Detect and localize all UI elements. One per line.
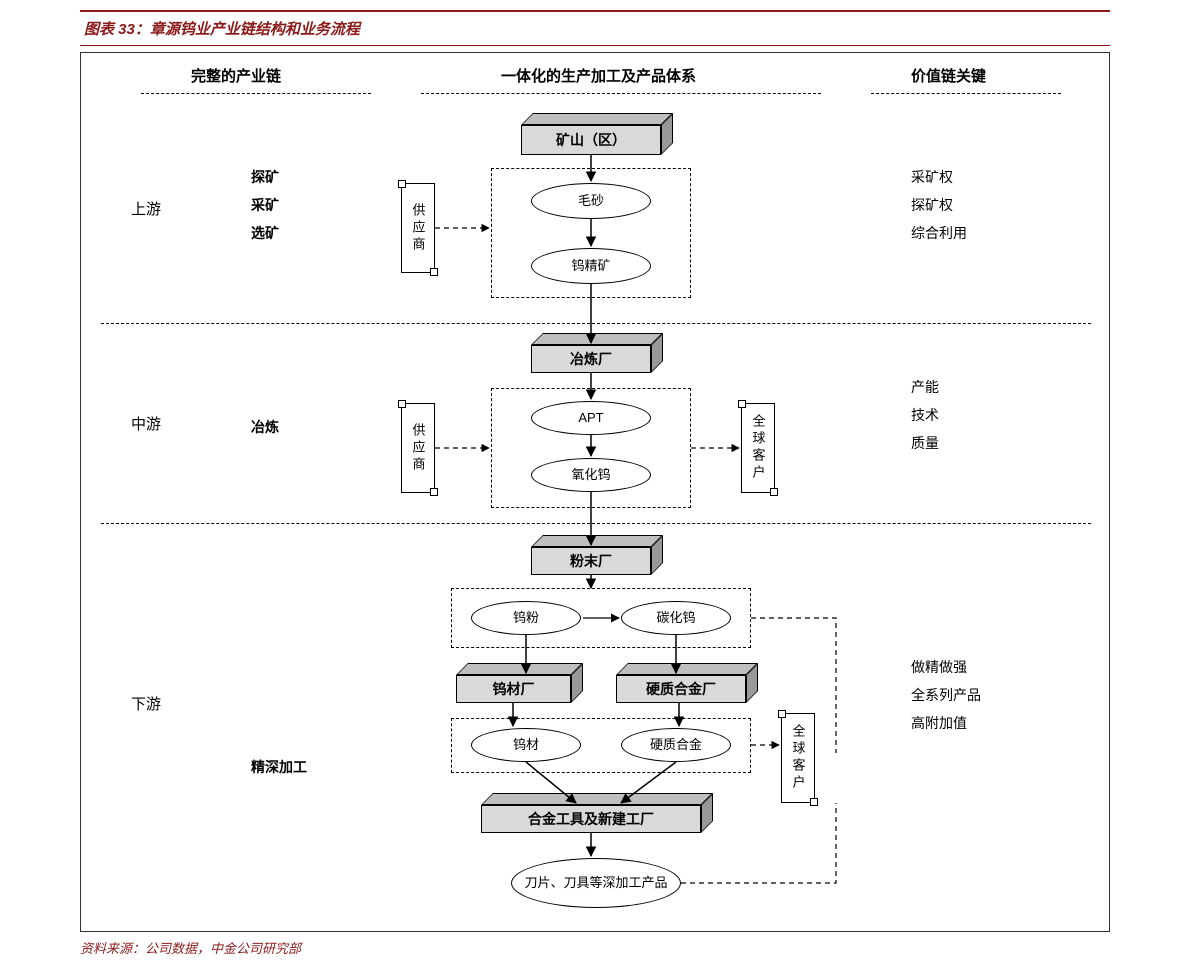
col-header-1: 完整的产业链 — [191, 65, 281, 86]
node-oxide: 氧化钨 — [531, 458, 651, 492]
figure-source: 资料来源：公司数据，中金公司研究部 — [80, 938, 1110, 957]
node-wujingkuang: 钨精矿 — [531, 248, 651, 284]
left-list-up: 探矿 采矿 选矿 — [251, 163, 279, 247]
node-wucai: 钨材 — [471, 728, 581, 762]
diagram-container: 完整的产业链 一体化的生产加工及产品体系 价值链关键 上游 中游 下游 探矿 采… — [80, 52, 1110, 932]
right-list-up: 采矿权 探矿权 综合利用 — [911, 163, 967, 247]
supplier-up: 供应商 — [401, 183, 435, 273]
stream-down: 下游 — [131, 693, 161, 714]
header-underline-2 — [421, 93, 821, 94]
customer-mid: 全球客户 — [741, 403, 775, 493]
left-list-mid: 冶炼 — [251, 413, 279, 441]
node-maosha: 毛砂 — [531, 183, 651, 219]
node-yzhj: 硬质合金 — [621, 728, 731, 762]
header-underline-3 — [871, 93, 1061, 94]
figure-title: 图表 33：章源钨业产业链结构和业务流程 — [80, 10, 1110, 46]
node-final: 刀片、刀具等深加工产品 — [511, 858, 681, 908]
node-tanwu: 碳化钨 — [621, 601, 731, 635]
node-apt: APT — [531, 401, 651, 435]
stream-up: 上游 — [131, 198, 161, 219]
sep-up-mid — [101, 323, 1091, 324]
customer-down: 全球客户 — [781, 713, 815, 803]
right-list-mid: 产能 技术 质量 — [911, 373, 939, 457]
supplier-mid: 供应商 — [401, 403, 435, 493]
col-header-3: 价值链关键 — [911, 65, 986, 86]
sep-mid-down — [101, 523, 1091, 524]
col-header-2: 一体化的生产加工及产品体系 — [501, 65, 696, 86]
node-wufen: 钨粉 — [471, 601, 581, 635]
left-list-down: 精深加工 — [251, 753, 307, 781]
header-underline-1 — [141, 93, 371, 94]
right-list-down: 做精做强 全系列产品 高附加值 — [911, 653, 981, 737]
stream-mid: 中游 — [131, 413, 161, 434]
